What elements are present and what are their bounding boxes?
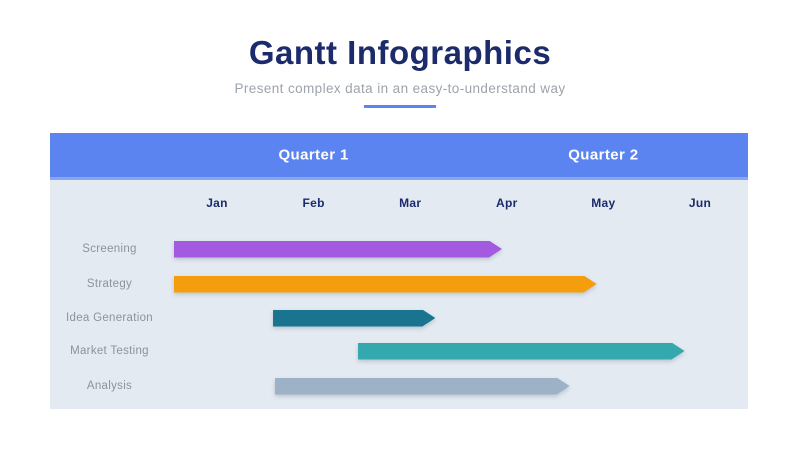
month-tick-mar: Mar: [399, 196, 422, 210]
quarter-label-1: Quarter 1: [278, 146, 349, 164]
task-bar-shape: [273, 310, 435, 327]
title-block: Gantt Infographics Present complex data …: [0, 0, 800, 108]
month-tick-may: May: [591, 196, 616, 210]
task-label-strategy: Strategy: [86, 278, 133, 290]
task-bar-shape: [174, 276, 597, 293]
task-label-screening: Screening: [82, 243, 137, 255]
gantt-chart: Quarter 1 Quarter 2 Jan Feb Mar Apr May Jun Scr…: [50, 133, 748, 412]
task-label-analysis: Analysis: [86, 380, 133, 392]
task-bar-idea-generation: [273, 310, 435, 327]
page-title: Gantt Infographics: [248, 34, 552, 71]
month-tick-apr: Apr: [496, 196, 518, 210]
task-label-market-testing: Market Testing: [70, 345, 149, 357]
task-bar-analysis: [275, 378, 570, 395]
gantt-quarter-header: Quarter 1 Quarter 2: [50, 133, 748, 180]
task-bar-strategy: [174, 276, 597, 293]
task-bar-shape: [275, 378, 570, 395]
quarter-label-2: Quarter 2: [568, 146, 639, 164]
task-label-idea-generation: Idea Generation: [66, 312, 153, 324]
month-tick-jan: Jan: [206, 196, 228, 210]
month-tick-feb: Feb: [302, 196, 325, 210]
task-bar-screening: [174, 241, 502, 258]
task-bar-market-testing: [358, 343, 685, 360]
page-subtitle: Present complex data in an easy-to-under…: [234, 81, 566, 96]
task-bar-shape: [358, 343, 685, 360]
gantt-plot-area: Jan Feb Mar Apr May Jun Screening Strategy Idea …: [50, 180, 748, 409]
month-tick-jun: Jun: [688, 196, 712, 210]
title-underline-decoration: [364, 105, 436, 108]
task-bar-shape: [174, 241, 502, 258]
